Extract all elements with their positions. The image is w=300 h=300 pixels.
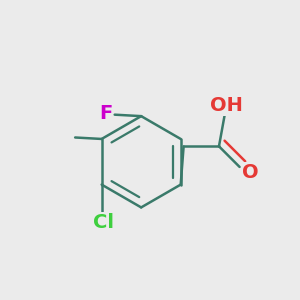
Text: OH: OH bbox=[210, 96, 243, 115]
Text: Cl: Cl bbox=[93, 213, 114, 232]
Text: O: O bbox=[242, 163, 258, 182]
Text: F: F bbox=[99, 104, 112, 123]
